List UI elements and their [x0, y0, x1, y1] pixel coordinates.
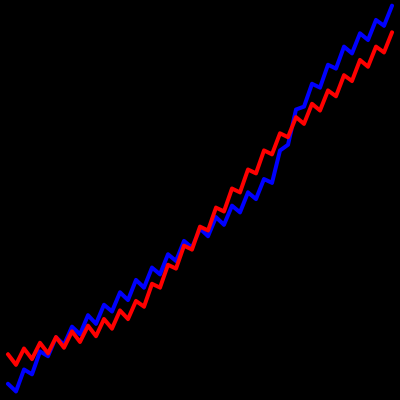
data-line — [6, 30, 394, 367]
